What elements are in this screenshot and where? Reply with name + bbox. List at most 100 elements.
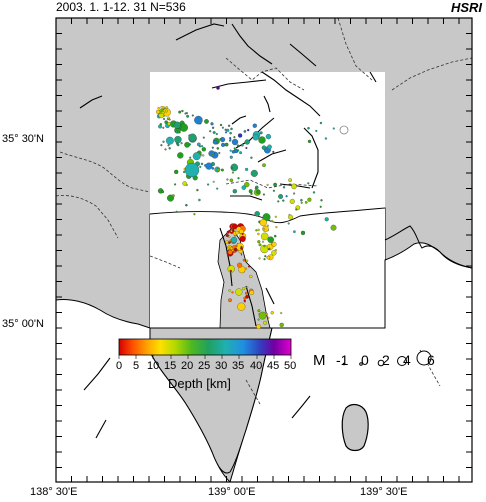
epicenter-point (230, 127, 233, 131)
epicenter-point (185, 204, 188, 207)
epicenter-point (280, 312, 283, 315)
epicenter-point (255, 229, 258, 232)
epicenter-point (175, 210, 178, 213)
epicenter-point (160, 144, 163, 147)
epicenter-point (210, 122, 214, 126)
epicenter-point (216, 187, 219, 190)
epicenter-point (226, 128, 230, 132)
epicenter-point (227, 124, 231, 127)
epicenter-point (262, 213, 271, 222)
epicenter-point (211, 167, 215, 170)
epicenter-point (233, 247, 238, 252)
lon-label-138-30: 138° 30'E (30, 486, 78, 498)
epicenter-point (273, 182, 277, 187)
map-frame (55, 17, 473, 483)
epicenter-point (267, 236, 274, 243)
epicenter-point (282, 199, 285, 202)
epicenter-point (231, 171, 235, 174)
epicenter-point (287, 222, 290, 225)
epicenter-point (236, 149, 240, 152)
epicenter-point (219, 138, 222, 141)
epicenter-point (257, 228, 260, 232)
epicenter-point (204, 119, 209, 124)
epicenter-point (221, 142, 226, 147)
epicenter-point (211, 162, 215, 167)
epicenter-point (257, 318, 260, 321)
magnitude-value-minus1: -1 (336, 352, 349, 368)
epicenter-point (243, 299, 246, 302)
epicenter-point (184, 162, 200, 178)
epicenter-point (239, 229, 244, 234)
epicenter-point (268, 247, 271, 251)
oshima-island (341, 403, 369, 452)
epicenter-point (229, 137, 232, 140)
epicenter-point (199, 165, 202, 168)
epicenter-point (256, 189, 261, 195)
epicenter-point (288, 178, 292, 182)
epicenter-point (257, 309, 261, 313)
epicenter-point (244, 291, 248, 295)
study-region (150, 72, 385, 328)
epicenter-point (258, 257, 261, 260)
epicenter-point (237, 302, 246, 311)
epicenter-point (212, 131, 216, 134)
epicenter-point (237, 262, 243, 268)
depth-tick-20: 20 (181, 360, 194, 372)
depth-tick-30: 30 (215, 360, 228, 372)
epicenter-point (202, 154, 205, 157)
epicenter-point (189, 156, 192, 159)
epicenter-point (258, 243, 262, 247)
epicenter-point (162, 106, 166, 109)
epicenter-point (227, 249, 233, 255)
epicenter-point (231, 291, 234, 294)
epicenter-point (209, 130, 212, 133)
epicenter-point (243, 130, 247, 133)
epicenter-points (155, 86, 337, 330)
epicenter-point (174, 135, 182, 144)
epicenter-point (235, 244, 238, 247)
epicenter-point (264, 255, 267, 258)
epicenter-point (272, 189, 275, 192)
epicenter-point (244, 267, 247, 270)
epicenter-point (232, 189, 237, 194)
epicenter-point (226, 178, 229, 181)
epicenter-point (237, 177, 240, 180)
epicenter-point (184, 141, 190, 148)
epicenter-point (198, 145, 202, 148)
epicenter-point (185, 183, 188, 187)
epicenter-point (212, 139, 218, 145)
epicenter-point (266, 255, 271, 260)
epicenter-point (300, 201, 303, 204)
epicenter-point (227, 230, 230, 233)
epicenter-point (256, 324, 262, 330)
epicenter-point (231, 138, 239, 146)
epicenter-point (215, 132, 218, 136)
epicenter-point (249, 290, 255, 295)
epicenter-point (275, 226, 278, 229)
epicenter-point (230, 163, 239, 172)
epicenter-point (289, 198, 295, 204)
epicenter-point (244, 139, 250, 145)
epicenter-point (178, 110, 182, 114)
epicenter-point (229, 269, 232, 273)
epicenter-point (225, 233, 229, 238)
depth-tick-10: 10 (147, 360, 160, 372)
reference-marker (339, 125, 349, 135)
epicenter-point (250, 169, 258, 177)
epicenter-point (164, 148, 167, 151)
epicenter-point (288, 214, 294, 220)
epicenter-point (164, 120, 168, 124)
epicenter-point (157, 107, 160, 110)
epicenter-point (248, 265, 251, 268)
epicenter-point (241, 185, 247, 190)
epicenter-point (228, 289, 231, 292)
epicenter-point (198, 198, 201, 202)
epicenter-point (267, 144, 272, 150)
lon-label-139-00: 139° 00'E (208, 486, 256, 498)
epicenter-point (167, 116, 170, 120)
colorbar-ticks (118, 355, 292, 359)
lat-label-35-00: 35° 00'N (2, 318, 44, 330)
epicenter-point (245, 167, 249, 171)
epicenter-point (227, 265, 235, 273)
epicenter-point (229, 131, 232, 135)
